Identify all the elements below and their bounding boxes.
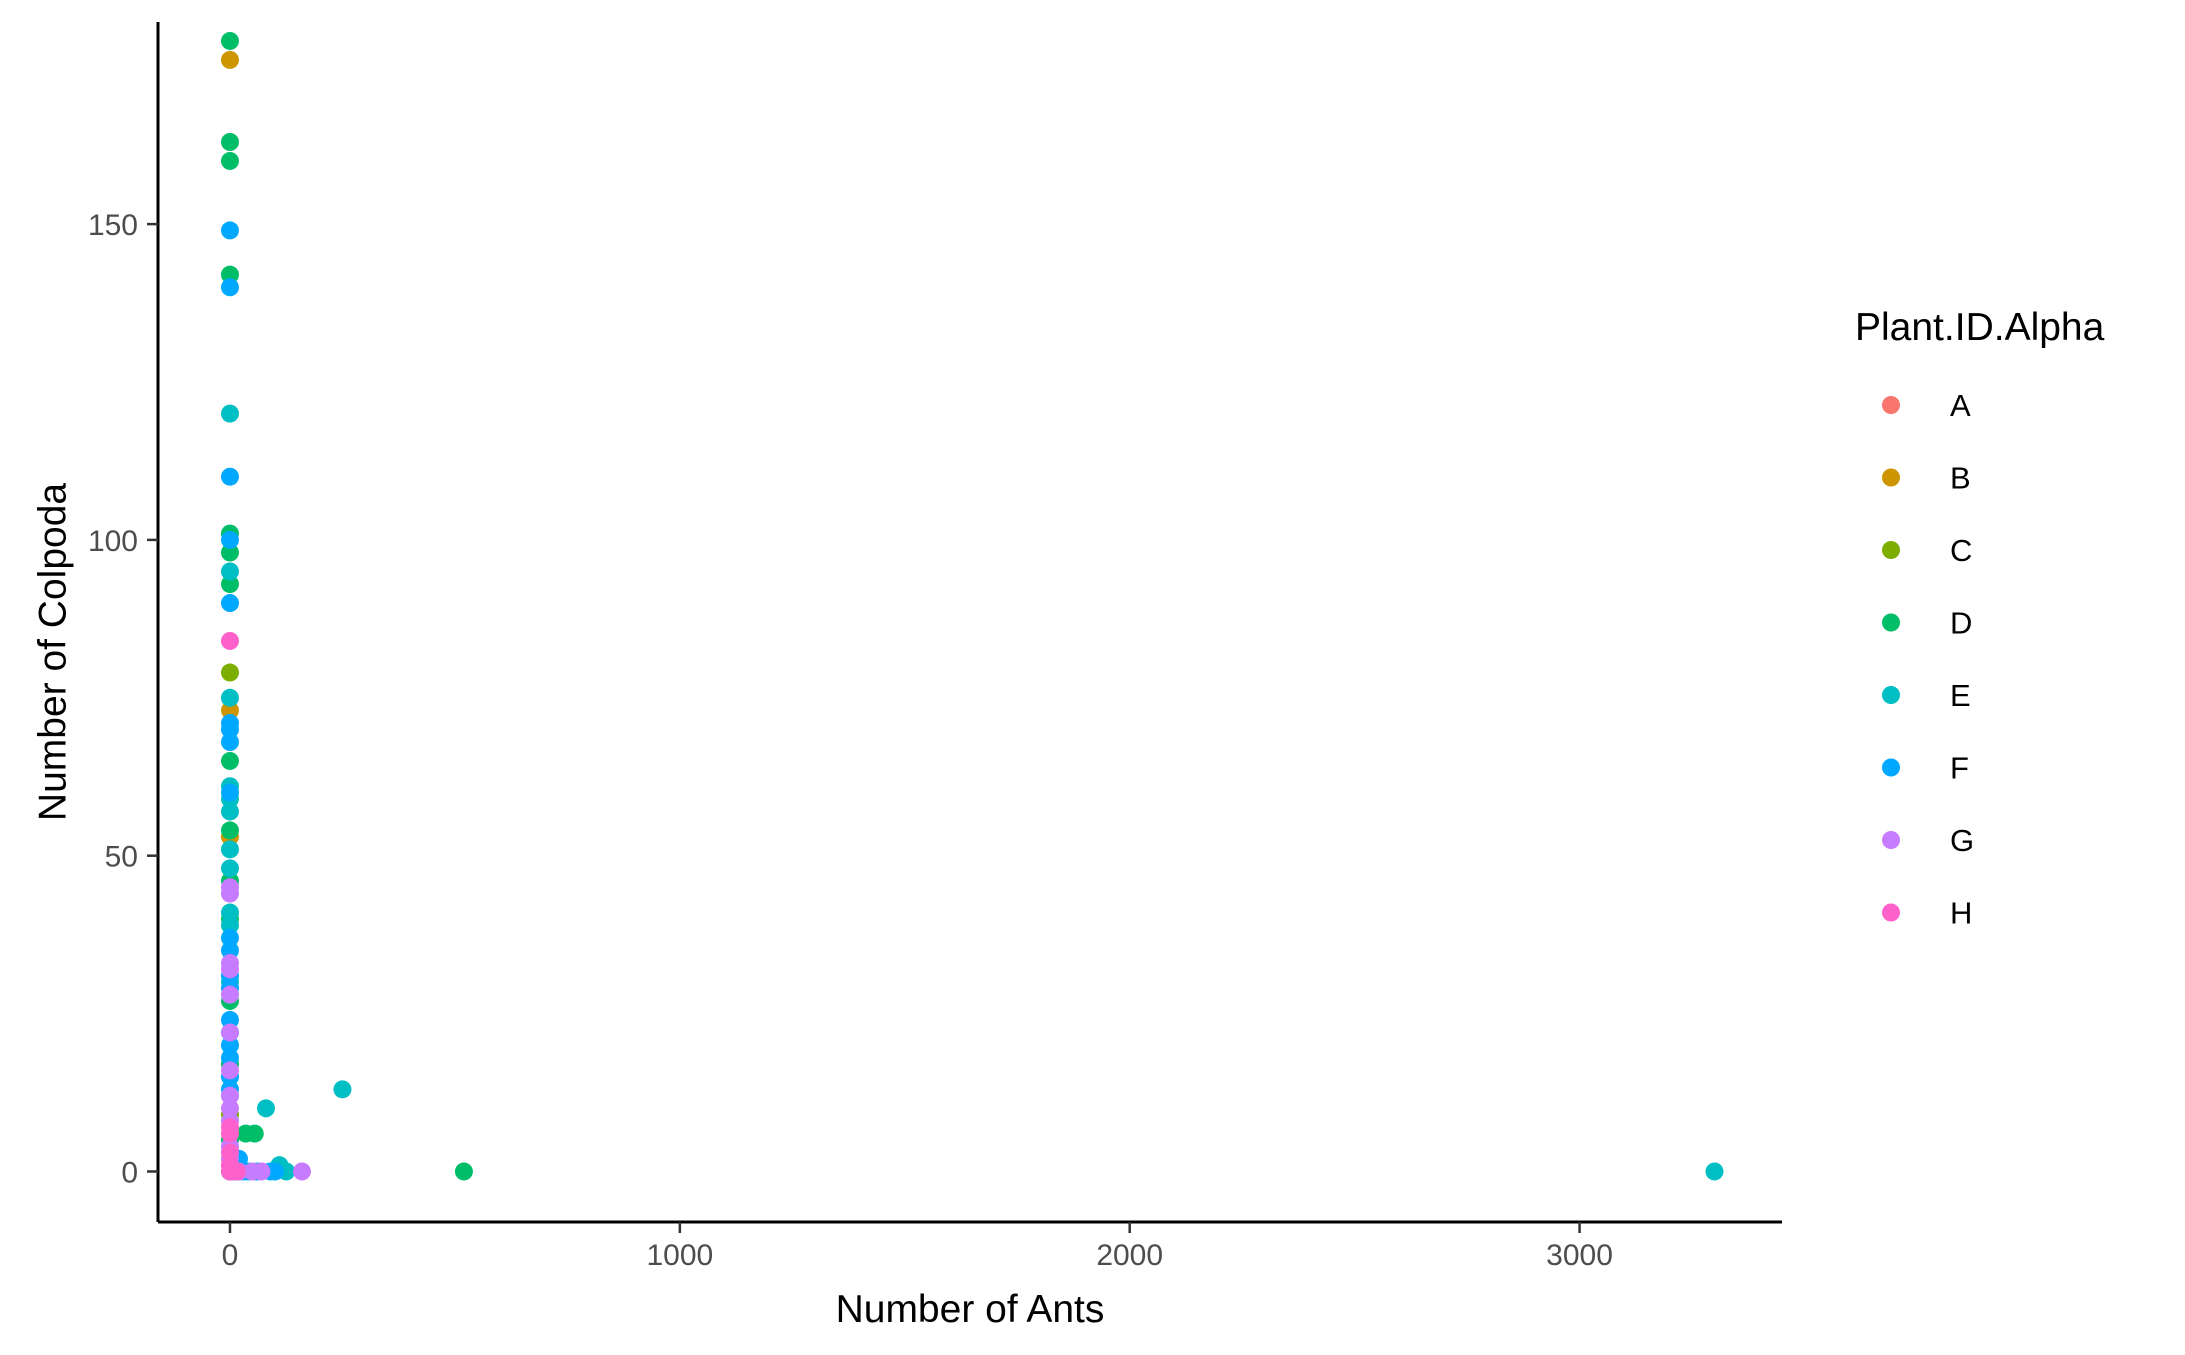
data-point-C [220,663,239,682]
y-axis-ticks: 0 50 100 150 [88,209,158,1189]
data-point-E [220,802,239,821]
legend-key-A [1882,396,1900,414]
data-point-G [292,1162,311,1181]
data-point-H [227,1162,246,1181]
data-point-G [252,1162,271,1181]
data-point-G [220,1099,239,1118]
y-axis-title: Number of Colpoda [32,483,75,821]
data-point-D [220,151,239,170]
x-tick-label: 3000 [1546,1239,1613,1272]
data-point-E [256,1099,275,1118]
y-tick-label: 50 [105,841,138,874]
data-point-F [220,783,239,802]
points-layer [220,31,1724,1181]
legend-key-F [1882,758,1900,777]
data-point-G [220,1023,239,1042]
data-point-F [220,1048,239,1067]
legend-label-G: G [1950,823,1974,858]
data-point-D [245,1124,264,1143]
legend-key-D [1882,613,1900,632]
data-point-D [220,31,239,50]
legend-label-E: E [1950,678,1971,713]
legend-label-H: H [1950,896,1972,931]
data-point-F [220,467,239,486]
x-tick-label: 0 [222,1239,239,1272]
data-point-B [220,50,239,69]
data-point-F [220,530,239,549]
legend: Plant.ID.Alpha A B C D E F G H [1855,306,2105,931]
legend-label-F: F [1950,751,1969,786]
legend-entries: A B C D E F G H [1882,388,1974,931]
data-point-F [220,594,239,613]
data-point-F [220,720,239,739]
data-point-G [220,985,239,1004]
data-point-D [220,575,239,594]
y-tick-label: 0 [121,1156,138,1189]
data-point-E [220,404,239,423]
data-point-B [220,701,239,720]
data-point-E [220,859,239,878]
data-point-D [220,543,239,562]
y-tick-label: 150 [88,209,138,242]
data-point-F [220,928,239,947]
data-point-G [220,960,239,979]
data-point-F [220,733,239,751]
data-point-H [220,631,239,650]
data-point-H [220,1124,239,1143]
data-point-F [265,1162,284,1181]
legend-label-B: B [1950,461,1971,496]
legend-key-G [1882,831,1900,849]
data-point-F [220,278,239,297]
data-point-D [220,133,239,151]
y-tick-label: 100 [88,525,138,558]
legend-key-E [1882,686,1900,704]
data-point-G [220,884,239,903]
legend-key-H [1882,903,1900,922]
data-point-E [220,916,239,935]
x-tick-label: 1000 [646,1239,713,1272]
data-point-G [220,1061,239,1080]
data-point-F [220,1036,239,1055]
data-point-D [454,1162,473,1181]
data-point-E [220,840,239,859]
data-point-E [220,688,239,707]
legend-label-A: A [1950,388,1971,423]
data-point-G [220,1086,239,1105]
legend-label-D: D [1950,606,1972,641]
data-point-E [333,1080,352,1099]
x-tick-label: 2000 [1096,1239,1163,1272]
legend-key-C [1882,541,1900,559]
legend-title: Plant.ID.Alpha [1855,306,2105,349]
data-point-D [220,751,239,770]
x-axis-title: Number of Ants [836,1288,1105,1331]
data-point-F [220,941,239,960]
data-point-F [220,221,239,240]
data-point-E [1705,1162,1724,1181]
data-point-E [220,562,239,581]
data-point-E [220,903,239,922]
data-point-F [220,1010,239,1029]
data-point-H [220,1143,239,1162]
legend-key-B [1882,468,1900,487]
x-axis-ticks: 0 1000 2000 3000 [222,1222,1613,1272]
data-point-D [220,265,239,284]
legend-label-C: C [1950,533,1972,568]
data-point-D [220,821,239,840]
